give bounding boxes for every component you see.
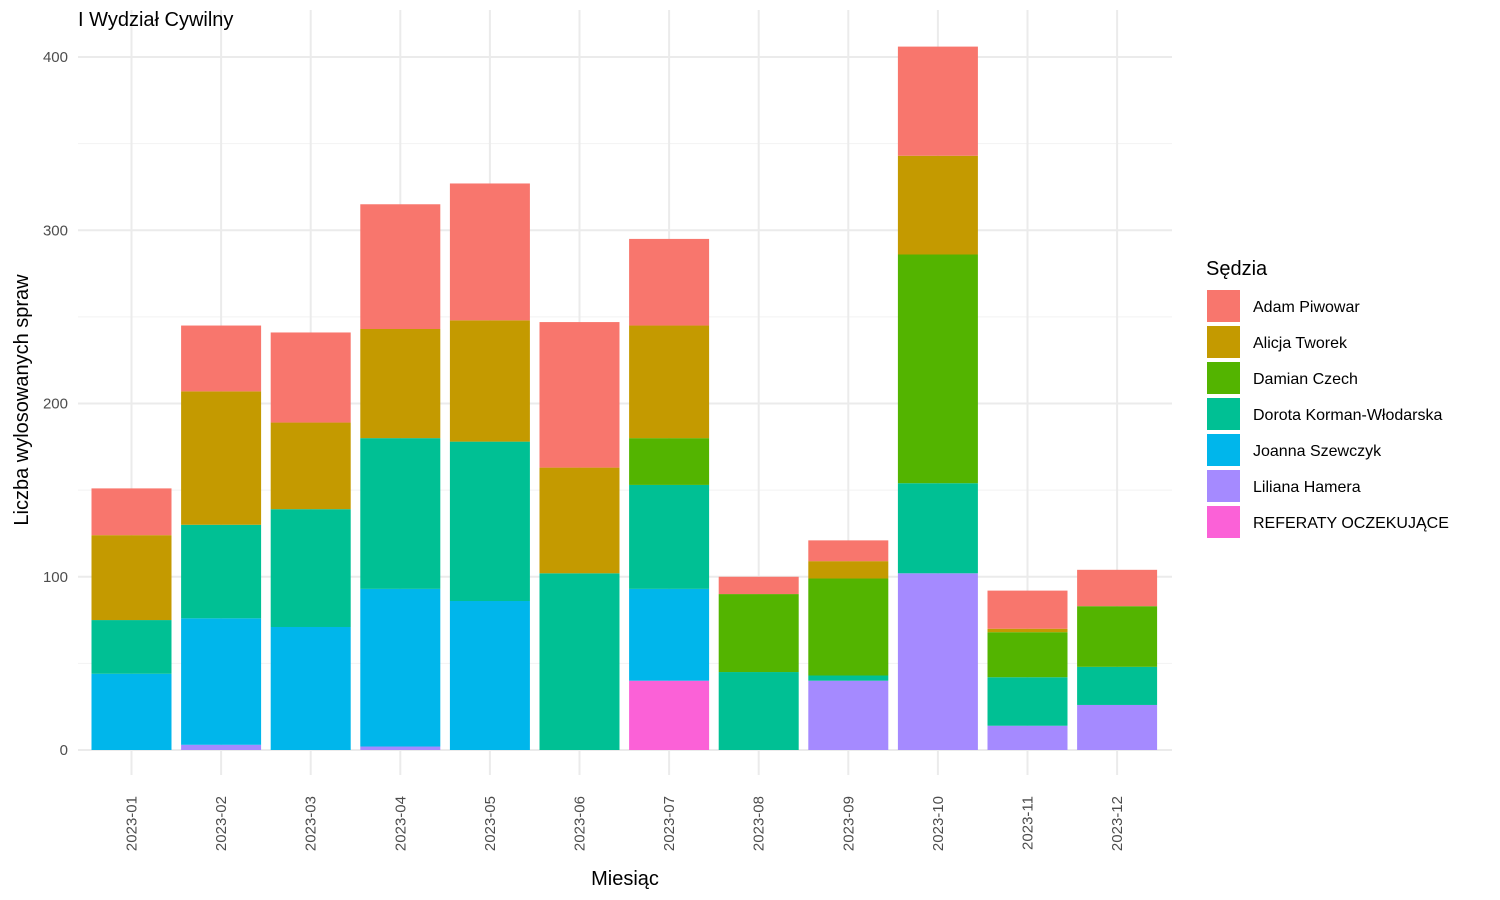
bar-segment	[91, 673, 172, 750]
bar-segment	[91, 535, 172, 621]
bar-segment	[897, 254, 978, 484]
x-tick-label: 2023-11	[1020, 796, 1037, 850]
bar-segment	[897, 46, 978, 156]
x-tick-label: 2023-07	[661, 796, 678, 851]
bar-segment	[808, 675, 889, 681]
bar-segment	[629, 438, 710, 485]
legend-title: Sędzia	[1206, 258, 1268, 280]
bar-segment	[1077, 569, 1158, 607]
legend-label: REFERATY OCZEKUJĄCE	[1253, 515, 1449, 532]
legend-label: Adam Piwowar	[1253, 299, 1360, 316]
bar-segment	[270, 626, 351, 750]
bar-segment	[181, 325, 262, 392]
bar-segment	[360, 204, 441, 330]
bar-segment	[808, 561, 889, 579]
legend-key	[1207, 362, 1240, 394]
bar-segment	[718, 672, 799, 750]
legend-key	[1207, 290, 1240, 322]
bar-segment	[181, 744, 262, 750]
legend-label: Damian Czech	[1253, 371, 1358, 388]
legend-key	[1207, 398, 1240, 430]
legend: Sędzia Adam Piwowar Alicja Tworek Damian C…	[1206, 258, 1449, 538]
y-axis: 0 100 200 300 400	[43, 49, 68, 759]
legend-key	[1207, 326, 1240, 358]
bar-segment	[539, 573, 620, 750]
x-tick-label: 2023-01	[124, 796, 141, 851]
bar-segment	[718, 594, 799, 673]
x-tick-label: 2023-06	[572, 796, 589, 851]
bar-segment	[181, 524, 262, 619]
x-axis: 2023-01 2023-02 2023-03 2023-04 2023-05 2023-…	[124, 796, 1127, 851]
bar-segment	[629, 238, 710, 326]
y-tick-label: 400	[43, 49, 68, 66]
legend-key	[1207, 506, 1240, 538]
bar-segment	[629, 325, 710, 439]
legend-label: Alicja Tworek	[1253, 335, 1348, 352]
bar-segment	[539, 467, 620, 574]
bar-segment	[808, 680, 889, 750]
bar-segment	[360, 329, 441, 439]
bar-segment	[987, 632, 1068, 678]
y-axis-title: Liczba wylosowanych spraw	[11, 274, 33, 526]
bar-segment	[270, 332, 351, 423]
legend-label: Dorota Korman-Włodarska	[1253, 407, 1443, 424]
bar-segment	[629, 680, 710, 750]
y-tick-label: 0	[60, 742, 68, 759]
x-tick-label: 2023-05	[482, 796, 499, 851]
legend-label: Liliana Hamera	[1253, 479, 1361, 496]
bar-segment	[360, 746, 441, 750]
x-tick-label: 2023-08	[751, 796, 768, 851]
bar-segment	[987, 677, 1068, 726]
bar-segment	[718, 576, 799, 595]
bar-segment	[181, 618, 262, 745]
bar-segment	[181, 391, 262, 525]
bar-segment	[449, 601, 530, 750]
x-tick-label: 2023-10	[930, 796, 947, 851]
bar-segment	[270, 422, 351, 510]
bar-segment	[987, 590, 1068, 629]
x-tick-label: 2023-03	[303, 796, 320, 851]
bar-segment	[897, 573, 978, 750]
y-tick-label: 300	[43, 222, 68, 239]
bar-segment	[987, 628, 1068, 633]
x-tick-label: 2023-02	[213, 796, 230, 851]
x-tick-label: 2023-04	[392, 796, 409, 851]
bar-segment	[1077, 704, 1158, 750]
bar-segment	[449, 183, 530, 321]
y-tick-label: 200	[43, 396, 68, 413]
legend-key	[1207, 470, 1240, 502]
bar-segment	[629, 484, 710, 589]
legend-key	[1207, 434, 1240, 466]
bar-segment	[91, 620, 172, 674]
bar-segment	[270, 509, 351, 627]
bar-segment	[897, 483, 978, 574]
bar-segment	[808, 540, 889, 562]
y-tick-label: 100	[43, 569, 68, 586]
chart-title: I Wydział Cywilny	[78, 9, 233, 31]
bar-segment	[987, 725, 1068, 750]
bar-segment	[539, 322, 620, 468]
bar-segment	[360, 438, 441, 589]
x-tick-label: 2023-12	[1109, 796, 1126, 851]
bar-segment	[1077, 666, 1158, 705]
bar-segment	[449, 320, 530, 442]
bar-segment	[449, 441, 530, 602]
bars	[91, 46, 1158, 750]
bar-segment	[808, 578, 889, 676]
bar-segment	[91, 488, 172, 536]
bar-segment	[360, 588, 441, 747]
x-axis-title: Miesiąc	[591, 868, 659, 890]
legend-label: Joanna Szewczyk	[1253, 443, 1382, 460]
x-tick-label: 2023-09	[840, 796, 857, 851]
bar-segment	[629, 588, 710, 681]
bar-segment	[1077, 606, 1158, 667]
bar-segment	[897, 155, 978, 255]
